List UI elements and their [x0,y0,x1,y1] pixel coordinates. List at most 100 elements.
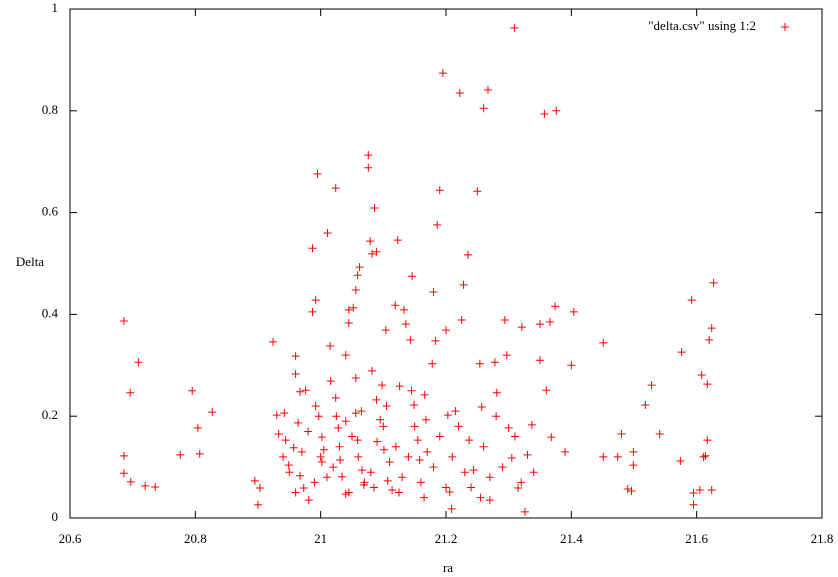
point [331,184,340,193]
point [514,483,523,492]
point [689,489,698,498]
point [291,488,300,497]
point [314,412,323,421]
point [561,447,570,456]
point [393,236,402,245]
point [341,417,350,426]
y-tick-label: 0.4 [42,305,59,320]
point [269,337,278,346]
point [569,307,578,316]
point [360,478,369,487]
point [280,409,289,418]
point [313,169,322,178]
point [344,488,353,497]
point [705,335,714,344]
point [429,463,438,472]
point [364,163,373,172]
point [689,500,698,509]
point [699,452,708,461]
point [540,109,549,118]
point [395,488,403,497]
point [623,484,632,493]
point [299,483,308,492]
point [599,452,608,461]
point [141,481,150,490]
point [291,369,300,378]
point [485,473,494,482]
point [617,430,626,439]
point [126,477,135,486]
point [455,88,464,97]
point [463,250,472,259]
point [492,412,501,421]
point [364,151,373,160]
point [641,401,650,410]
y-tick-label: 1 [52,0,59,15]
point [119,469,128,478]
point [443,411,452,420]
x-tick-label: 21.6 [685,531,708,546]
point [416,478,425,487]
plot-border [69,8,823,519]
point [272,411,281,420]
point [383,476,392,485]
point [687,296,696,305]
x-tick-label: 21 [314,531,327,546]
point [398,473,407,482]
point [326,377,335,386]
point [479,442,488,451]
x-tick-label: 20.6 [59,531,82,546]
point [274,430,283,439]
point [479,104,488,113]
point [373,437,382,446]
point [527,420,536,429]
point [388,486,397,495]
point [477,403,486,412]
point [317,433,326,442]
point [435,186,444,195]
point [421,415,430,424]
y-tick-label: 0.8 [42,102,58,117]
point [281,436,290,445]
point [308,244,317,253]
point [492,388,501,397]
point [382,402,391,411]
point [709,278,718,287]
point [406,335,415,344]
point [536,320,544,329]
point [707,486,716,495]
y-tick-label: 0.6 [42,204,59,219]
point [408,272,417,281]
point [119,317,128,326]
point [460,468,469,477]
point [431,336,440,345]
point [316,452,325,461]
point [429,288,438,297]
point [295,387,304,396]
point [119,451,128,460]
point [677,348,686,357]
point [255,483,264,492]
point [317,458,326,467]
point [304,427,313,436]
point [410,422,419,431]
point [520,507,529,516]
point [368,249,377,258]
point [337,472,346,481]
point [552,106,561,115]
point [334,423,343,432]
point [353,271,362,280]
point [410,401,419,410]
x-tick-label: 21.2 [435,531,458,546]
point [378,381,387,390]
point [473,187,482,196]
point [354,452,363,461]
point [289,443,298,452]
point [517,478,526,487]
point [547,433,556,442]
point [465,436,474,445]
point [510,432,519,441]
point [279,452,288,461]
point [370,204,379,213]
